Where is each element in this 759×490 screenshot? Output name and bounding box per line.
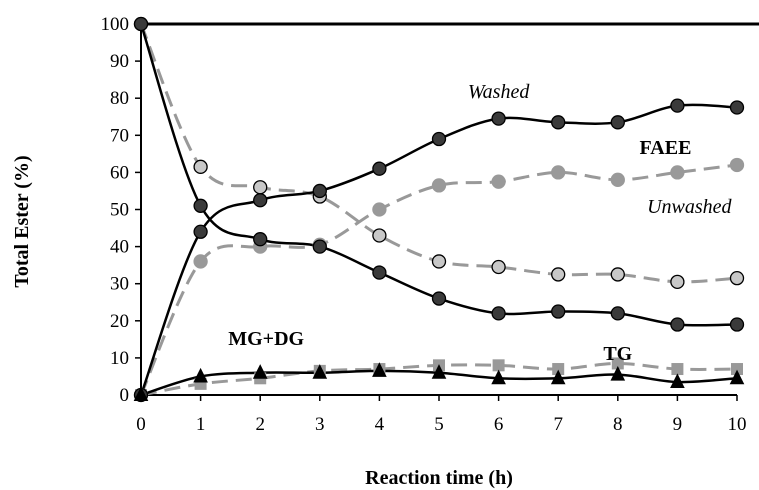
x-tick-label: 5 [434,414,444,435]
data-point-washed-tg [610,306,625,321]
y-axis-title: Total Ester (%) [11,155,33,287]
data-point-unwashed-tg [253,180,268,195]
data-point-washed-faee [193,224,208,239]
data-point-unwashed-tg [193,159,208,174]
annotation-washed: Washed [468,81,530,103]
data-point-washed-faee [372,161,387,176]
x-tick-label: 8 [613,414,623,435]
annotation-faee: FAEE [640,137,692,159]
y-tick-label: 0 [120,385,130,406]
x-tick-label: 2 [255,414,265,435]
data-point-unwashed-faee [551,165,566,180]
y-tick-label: 50 [110,200,129,221]
y-tick-label: 30 [110,274,129,295]
data-point-washed-mg-dg [252,364,268,379]
data-point-washed-faee [253,193,268,208]
data-point-washed-faee [431,131,447,147]
data-point-washed-tg [193,198,208,213]
x-tick-label: 0 [136,414,146,435]
data-point-washed-mg-dg [133,386,149,401]
annotation-unwashed: Unwashed [647,196,732,218]
data-point-washed-tg [670,317,685,332]
data-point-washed-faee [670,98,685,113]
data-point-washed-faee [610,115,625,130]
x-tick-label: 9 [673,414,683,435]
tick-labels: 0 10 20 30 40 50 60 70 80 90 100 0 1 2 3 4 5 6 7 8 9 10 [101,14,747,435]
data-point-unwashed-faee [729,157,745,173]
data-point-unwashed-faee [670,165,685,180]
data-point-washed-faee [491,111,506,126]
data-point-washed-tg [372,265,387,280]
data-point-washed-mg-dg [312,364,328,379]
data-point-washed-faee [312,183,327,199]
data-point-unwashed-tg [372,228,387,243]
data-point-washed-mg-dg [610,365,626,381]
data-point-washed-mg-dg [670,373,685,389]
data-point-unwashed-faee [372,202,387,217]
data-point-washed-tg [133,16,149,32]
y-tick-label: 80 [110,88,129,109]
data-point-unwashed-tg [610,267,625,282]
series-line-unwashed-faee [139,163,738,396]
data-point-washed-mg-dg [729,369,745,385]
x-axis-title: Reaction time (h) [365,467,513,489]
y-tick-label: 10 [110,348,129,369]
x-tick-label: 7 [553,414,563,435]
series-line-washed-faee [139,103,738,396]
data-point-washed-tg [253,232,268,247]
data-point-washed-tg [312,239,327,254]
data-point-washed-mg-dg [372,362,387,377]
data-point-washed-faee [551,115,566,130]
y-tick-label: 100 [101,14,130,35]
data-point-unwashed-tg [491,259,506,275]
series-markers [133,16,745,403]
y-tick-label: 40 [110,237,129,258]
data-point-washed-tg [551,304,566,319]
x-tick-label: 3 [315,414,325,435]
x-tick-label: 6 [494,414,504,435]
data-point-unwashed-mg-dg [492,359,505,372]
axes [135,22,759,401]
y-tick-label: 60 [110,162,129,183]
annotation-tg: TG [603,343,632,365]
data-point-washed-mg-dg [491,369,506,385]
y-tick-label: 20 [110,311,129,332]
data-point-unwashed-tg [551,267,566,282]
annotation-mg-dg: MG+DG [228,328,304,350]
data-point-unwashed-tg [670,274,685,289]
data-point-washed-mg-dg [550,369,566,385]
y-tick-label: 70 [110,125,129,146]
data-point-washed-tg [729,317,745,332]
y-tick-label: 90 [110,51,129,72]
data-point-unwashed-faee [193,254,208,269]
series-line-unwashed-tg [139,23,738,284]
data-point-washed-mg-dg [431,364,447,379]
data-point-unwashed-faee [610,172,625,187]
data-point-washed-mg-dg [193,367,208,383]
series-line-washed-tg [139,23,738,327]
data-point-unwashed-tg [729,270,745,286]
data-point-washed-tg [491,306,506,321]
x-tick-label: 4 [375,414,385,435]
data-point-unwashed-faee [431,178,447,193]
annotations: Washed FAEE Unwashed MG+DG TG [228,81,732,365]
data-point-unwashed-faee [491,174,506,189]
data-point-washed-tg [431,291,447,306]
x-tick-label: 10 [728,414,747,435]
data-point-washed-faee [729,100,745,115]
data-point-unwashed-tg [431,254,447,269]
x-tick-label: 1 [196,414,206,435]
data-point-unwashed-mg-dg [671,363,684,376]
